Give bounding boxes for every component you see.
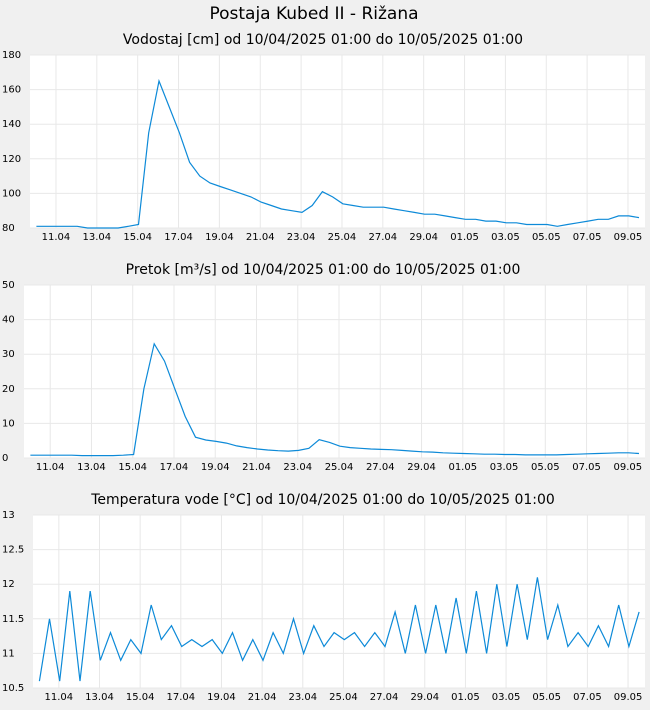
x-tick-label: 09.05	[613, 462, 642, 473]
x-tick-label: 15.04	[118, 462, 147, 473]
x-tick-label: 03.05	[492, 692, 521, 703]
x-tick-label: 01.05	[450, 232, 479, 243]
x-tick-label: 29.04	[410, 692, 439, 703]
y-tick-label: 11.5	[2, 614, 24, 625]
y-tick-label: 13	[2, 510, 15, 521]
y-tick-label: 20	[2, 384, 15, 395]
y-tick-label: 11	[2, 648, 15, 659]
data-line	[38, 577, 640, 682]
y-tick-label: 40	[2, 315, 15, 326]
x-tick-label: 13.04	[85, 692, 114, 703]
y-tick-label: 180	[2, 50, 21, 61]
x-tick-label: 01.05	[451, 692, 480, 703]
x-tick-label: 05.05	[532, 692, 561, 703]
x-tick-label: 25.04	[328, 232, 357, 243]
x-tick-label: 29.04	[407, 462, 436, 473]
x-tick-label: 05.05	[532, 232, 561, 243]
x-tick-label: 19.04	[205, 232, 234, 243]
plot-area	[24, 285, 645, 458]
x-tick-label: 07.05	[572, 462, 601, 473]
chart-title: Temperatura vode [°C] od 10/04/2025 01:0…	[90, 492, 555, 508]
x-tick-label: 03.05	[491, 232, 520, 243]
data-line	[36, 78, 640, 229]
x-tick-label: 17.04	[166, 692, 195, 703]
y-tick-label: 80	[2, 223, 15, 234]
x-tick-label: 11.04	[36, 462, 65, 473]
x-tick-label: 23.04	[287, 232, 316, 243]
x-tick-label: 09.05	[614, 232, 643, 243]
y-tick-label: 50	[2, 280, 15, 291]
x-tick-label: 23.04	[283, 462, 312, 473]
x-tick-label: 17.04	[164, 232, 193, 243]
x-tick-label: 29.04	[409, 232, 438, 243]
plot-area	[33, 515, 645, 688]
x-tick-label: 01.05	[448, 462, 477, 473]
x-tick-label: 13.04	[82, 232, 111, 243]
x-tick-label: 21.04	[248, 692, 277, 703]
y-tick-label: 140	[2, 119, 21, 130]
x-tick-label: 21.04	[242, 462, 271, 473]
data-line	[30, 342, 640, 457]
x-tick-label: 09.05	[614, 692, 643, 703]
x-tick-label: 15.04	[123, 232, 152, 243]
x-tick-label: 27.04	[369, 232, 398, 243]
y-tick-label: 0	[2, 453, 8, 464]
x-tick-label: 17.04	[160, 462, 189, 473]
x-tick-label: 15.04	[126, 692, 155, 703]
y-tick-label: 30	[2, 349, 15, 360]
x-tick-label: 07.05	[573, 692, 602, 703]
y-tick-label: 10	[2, 418, 15, 429]
y-tick-label: 120	[2, 154, 21, 165]
x-tick-label: 11.04	[42, 232, 71, 243]
y-tick-label: 12	[2, 579, 15, 590]
x-tick-label: 05.05	[531, 462, 560, 473]
x-tick-label: 13.04	[77, 462, 106, 473]
x-tick-label: 23.04	[288, 692, 317, 703]
x-tick-label: 25.04	[325, 462, 354, 473]
y-tick-label: 12.5	[2, 545, 24, 556]
y-tick-label: 100	[2, 188, 21, 199]
x-tick-label: 21.04	[246, 232, 275, 243]
chart-title: Pretok [m³/s] od 10/04/2025 01:00 do 10/…	[126, 262, 521, 278]
y-tick-label: 10.5	[2, 683, 24, 694]
x-tick-label: 25.04	[329, 692, 358, 703]
x-tick-label: 27.04	[366, 462, 395, 473]
chart-title: Vodostaj [cm] od 10/04/2025 01:00 do 10/…	[123, 32, 523, 48]
x-tick-label: 07.05	[573, 232, 602, 243]
x-tick-label: 11.04	[45, 692, 74, 703]
page-title: Postaja Kubed II - Rižana	[209, 4, 418, 24]
y-tick-label: 160	[2, 85, 21, 96]
x-tick-label: 27.04	[370, 692, 399, 703]
x-tick-label: 03.05	[490, 462, 519, 473]
x-tick-label: 19.04	[207, 692, 236, 703]
plot-area	[30, 55, 645, 228]
x-tick-label: 19.04	[201, 462, 230, 473]
